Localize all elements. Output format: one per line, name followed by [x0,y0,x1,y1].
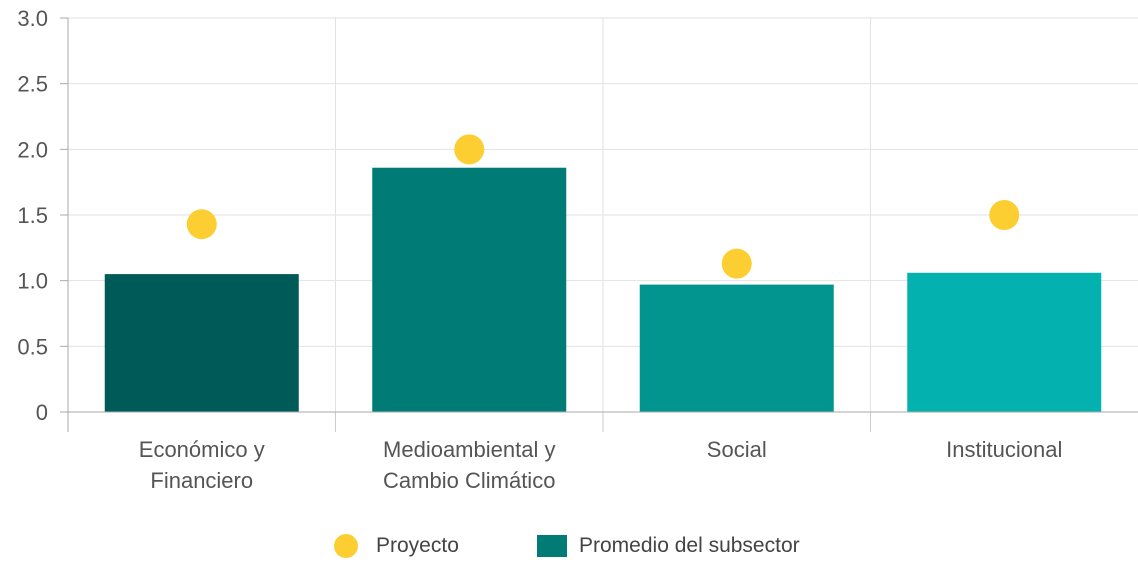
legend-point-swatch [334,534,358,558]
y-tick-label: 0 [36,400,48,425]
points [186,134,1020,279]
x-category-label: Cambio Climático [383,468,555,493]
point-2 [454,134,485,165]
y-tick-label: 3.0 [17,6,48,31]
bar-2 [372,167,567,412]
x-category-label: Institucional [946,437,1062,462]
legend-bar-swatch [537,535,567,557]
legend-label-proyecto: Proyecto [376,534,459,557]
y-tick-labels: 0 0.5 1.0 1.5 2.0 2.5 3.0 [17,6,48,425]
y-tick-label: 1.0 [17,269,48,294]
y-tick-label: 2.0 [17,137,48,162]
y-tick-label: 2.5 [17,72,48,97]
bar-3 [639,284,834,412]
bar-4 [907,272,1102,412]
axes [60,17,1138,432]
y-tick-label: 1.5 [17,203,48,228]
x-category-label: Medioambiental y [383,437,555,462]
x-category-labels: Económico y Financiero Medioambiental y Cam… [139,437,1063,493]
chart: 0 0.5 1.0 1.5 2.0 2.5 3.0 Económico y Financier… [17,6,1138,493]
legend: Proyecto Promedio del subsector [0,528,1138,564]
bar-1 [104,274,299,412]
x-category-label: Económico y [139,437,265,462]
y-tick-label: 0.5 [17,334,48,359]
legend-label-promedio: Promedio del subsector [579,534,800,557]
point-4 [989,200,1020,230]
legend-item-promedio[interactable]: Promedio del subsector [537,528,800,564]
legend-item-proyecto[interactable]: Proyecto [334,528,459,564]
x-category-label: Financiero [150,468,253,493]
point-3 [721,248,752,279]
bars [104,167,1102,412]
point-1 [186,209,217,240]
x-category-label: Social [707,437,767,462]
